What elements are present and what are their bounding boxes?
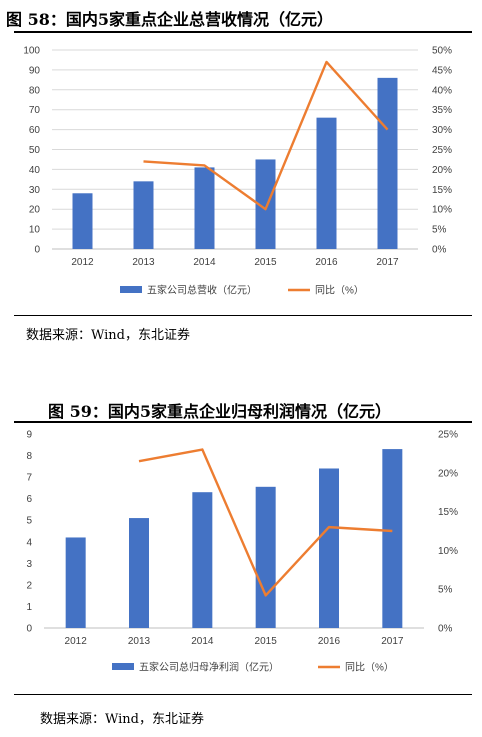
- y-tick-label: 9: [26, 430, 32, 441]
- x-tick-label: 2014: [193, 257, 216, 268]
- bar: [65, 537, 86, 628]
- y-tick-label: 4: [26, 537, 32, 548]
- x-tick-label: 2017: [381, 636, 404, 647]
- legend-line-label: 同比（%）: [315, 285, 364, 297]
- legend-bar-swatch: [120, 286, 142, 293]
- bar: [72, 193, 93, 249]
- y-tick-label: 1: [26, 602, 32, 613]
- bar: [133, 181, 154, 249]
- bar: [319, 468, 339, 628]
- x-tick-label: 2012: [71, 257, 94, 268]
- legend-line-label: 同比（%）: [345, 662, 394, 674]
- y-tick-label: 100: [23, 46, 40, 57]
- y2-tick-label: 15%: [432, 185, 452, 196]
- x-tick-label: 2013: [128, 636, 151, 647]
- legend-bar-label: 五家公司总营收（亿元）: [147, 284, 257, 297]
- x-tick-label: 2015: [255, 636, 278, 647]
- bar: [377, 77, 398, 249]
- y2-tick-label: 35%: [432, 105, 452, 116]
- y-tick-label: 0: [26, 624, 32, 635]
- y2-tick-label: 0%: [438, 624, 453, 635]
- figure-59-bottom-rule: [14, 694, 472, 695]
- figure-58-title: 图 58：国内5家重点企业总营收情况（亿元）: [6, 10, 333, 29]
- x-tick-label: 2015: [254, 257, 277, 268]
- y2-tick-label: 30%: [432, 125, 452, 136]
- y2-tick-label: 15%: [438, 507, 458, 518]
- x-tick-label: 2012: [65, 636, 88, 647]
- x-tick-label: 2013: [132, 257, 155, 268]
- y-tick-label: 60: [29, 125, 41, 136]
- y-tick-label: 10: [29, 225, 41, 236]
- y2-tick-label: 5%: [432, 225, 447, 236]
- y-tick-label: 5: [26, 516, 32, 527]
- legend-bar-label: 五家公司总归母净利润（亿元）: [139, 661, 279, 674]
- y2-tick-label: 45%: [432, 65, 452, 76]
- y2-tick-label: 20%: [432, 165, 452, 176]
- y-tick-label: 50: [29, 145, 41, 156]
- x-tick-label: 2016: [318, 636, 341, 647]
- figure-59-source: 数据来源：Wind，东北证券: [40, 712, 204, 727]
- figure-59-top-rule: [14, 421, 472, 423]
- bar: [255, 486, 276, 628]
- y2-tick-label: 0%: [432, 245, 447, 256]
- y-tick-label: 7: [26, 473, 32, 484]
- y2-tick-label: 5%: [438, 585, 453, 596]
- bar: [382, 449, 403, 628]
- bar: [192, 492, 213, 628]
- y2-tick-label: 20%: [438, 468, 458, 479]
- y-tick-label: 0: [34, 245, 40, 256]
- revenue-chart: 0 10 20 30 40 50 60 70 80 90 100 0% 5% 10% 15% 20% 25% 30…: [23, 46, 452, 297]
- y-tick-label: 40: [29, 165, 41, 176]
- y2-tick-label: 40%: [432, 85, 452, 96]
- y2-tick-label: 50%: [432, 46, 452, 57]
- y-tick-label: 6: [26, 494, 32, 505]
- legend-bar-swatch: [112, 663, 134, 670]
- y-tick-label: 70: [29, 105, 41, 116]
- y-tick-label: 80: [29, 85, 41, 96]
- y-tick-label: 20: [29, 205, 41, 216]
- bar: [316, 117, 337, 249]
- figure-58-bottom-rule: [14, 315, 472, 316]
- y2-tick-label: 10%: [438, 546, 458, 557]
- y-tick-label: 30: [29, 185, 41, 196]
- figure-58-top-rule: [14, 31, 472, 33]
- bar: [129, 518, 149, 628]
- y2-tick-label: 25%: [438, 430, 458, 441]
- x-tick-label: 2014: [191, 636, 214, 647]
- bar: [194, 167, 215, 249]
- x-tick-label: 2016: [315, 257, 338, 268]
- y2-tick-label: 25%: [432, 145, 452, 156]
- y-tick-label: 90: [29, 65, 41, 76]
- figure-59-title: 图 59：国内5家重点企业归母利润情况（亿元）: [48, 402, 391, 421]
- net-profit-chart: 0 1 2 3 4 5 6 7 8 9 0% 5% 10% 15% 20% 25% 2012 2013 2014 20…: [26, 430, 458, 674]
- y-tick-label: 8: [26, 451, 32, 462]
- y-tick-label: 3: [26, 559, 32, 570]
- bar: [255, 159, 276, 249]
- x-tick-label: 2017: [376, 257, 399, 268]
- y2-tick-label: 10%: [432, 205, 452, 216]
- figure-58-source: 数据来源：Wind，东北证券: [26, 328, 190, 343]
- y-tick-label: 2: [26, 580, 32, 591]
